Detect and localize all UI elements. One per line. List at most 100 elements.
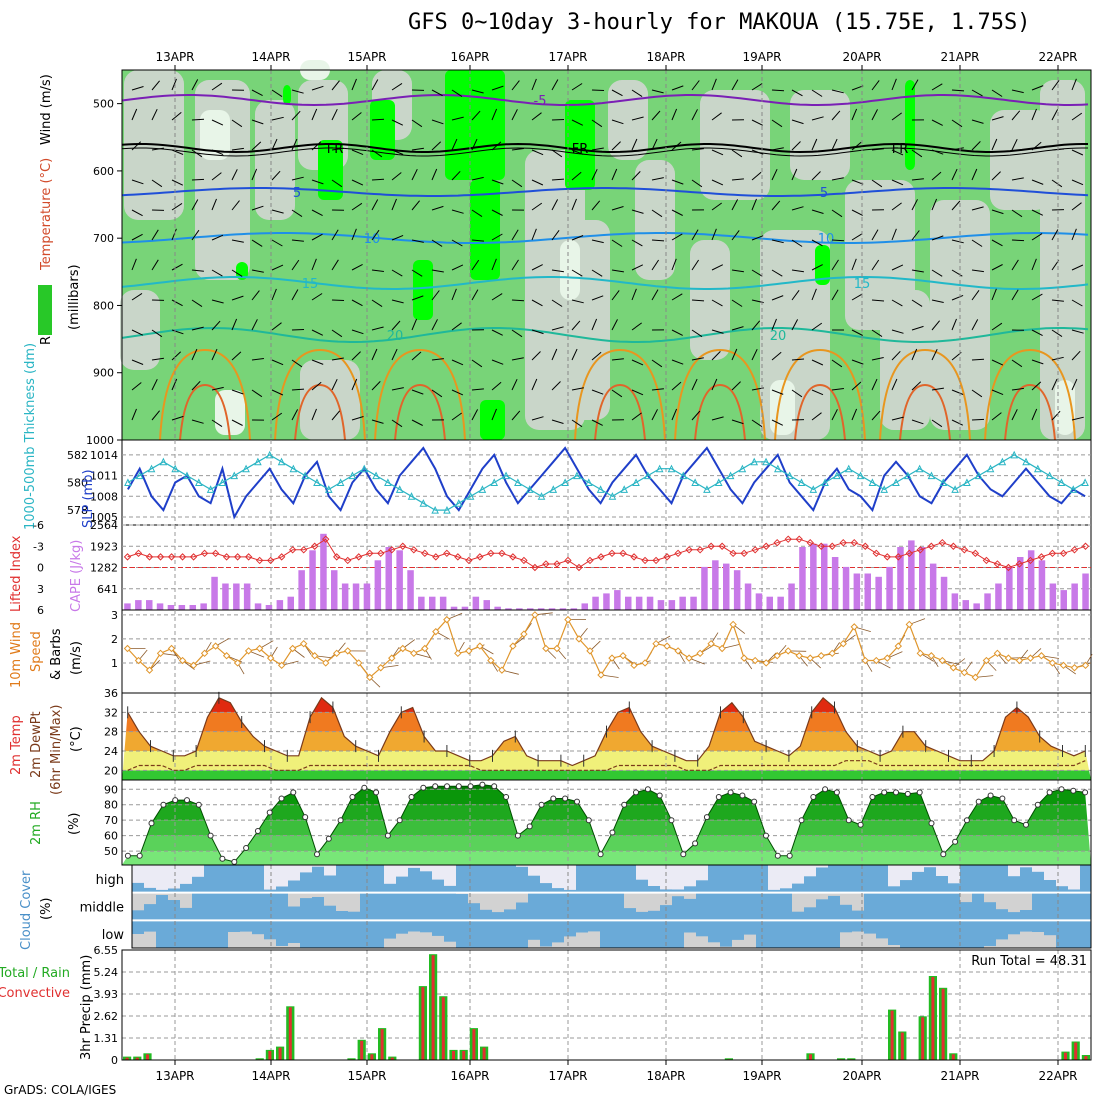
wind-barb <box>1071 264 1084 271</box>
wind-barb <box>851 108 858 121</box>
wind-barb <box>291 259 300 271</box>
date-label-bottom: 22APR <box>1038 1069 1077 1083</box>
thickness-point <box>135 471 144 480</box>
li-point <box>377 549 385 558</box>
wind-barb <box>1051 179 1063 188</box>
wind-barb <box>351 202 363 211</box>
date-label-bottom: 21APR <box>940 1069 979 1083</box>
wind-barb <box>991 171 1001 181</box>
wind-barb <box>891 264 904 271</box>
wind-barb <box>211 320 221 331</box>
li-tick-label: -6 <box>33 519 44 532</box>
cloud-gap-high <box>1044 865 1056 880</box>
wind-barb <box>911 299 923 307</box>
wind-barb <box>971 418 985 421</box>
wind-barb <box>831 259 839 271</box>
wind-speed-point <box>971 673 980 682</box>
wind-barb <box>551 326 564 331</box>
rh-point <box>1070 787 1077 794</box>
wind-barb <box>531 202 543 211</box>
rh-point <box>243 845 250 851</box>
wind-barb <box>691 329 703 338</box>
thickness-point <box>714 478 723 486</box>
li-point <box>255 556 264 565</box>
wind-barb <box>431 290 440 301</box>
wind-barb <box>491 258 497 271</box>
wind-barb <box>231 351 242 361</box>
wind-barb <box>931 269 943 277</box>
li-point <box>597 553 605 561</box>
wind-speed-point <box>817 652 825 660</box>
wind-barb <box>391 119 404 126</box>
wind-barb <box>231 269 243 277</box>
cloud-gap-high <box>132 865 144 883</box>
li-point <box>167 553 176 561</box>
wind-speed-point <box>751 656 759 665</box>
wind-barb <box>531 112 542 121</box>
wind-barb <box>831 177 844 181</box>
li-point <box>156 553 165 561</box>
rh-dry-patch <box>635 160 675 280</box>
wind-barb <box>1031 359 1044 365</box>
precip-convective-bar <box>1074 1042 1078 1060</box>
wind-barb <box>231 169 238 181</box>
rh-point <box>763 832 769 839</box>
wind-barb <box>291 138 298 151</box>
li-point <box>134 549 143 558</box>
wind-barb <box>451 89 463 98</box>
warm-contour <box>794 383 846 441</box>
date-label-top: 18APR <box>646 50 685 64</box>
wind-barb <box>651 359 663 368</box>
li-point <box>795 535 803 543</box>
li-point <box>740 549 748 558</box>
wind-speed-point <box>1048 659 1057 667</box>
cape-bar <box>548 608 556 610</box>
cloud-gap-high <box>432 865 444 880</box>
cape-bar <box>276 600 284 610</box>
wind-barb <box>211 269 223 277</box>
rh-moist-patch <box>318 140 343 200</box>
wind-barb <box>211 198 217 211</box>
li-point <box>211 549 220 558</box>
wind-barb <box>971 319 979 331</box>
cape-bar <box>167 605 175 610</box>
wind-barb <box>571 320 581 331</box>
wind-barb <box>231 295 244 301</box>
cape-bar <box>146 600 153 610</box>
li-point <box>388 546 396 554</box>
li-line <box>127 538 1086 569</box>
thickness-point <box>324 485 333 493</box>
wind-barb <box>411 318 418 331</box>
thickness-point <box>951 485 959 493</box>
thickness-tick-label: 582 <box>67 449 88 462</box>
cloud-gap-low <box>696 936 708 948</box>
cloud-gap-middle <box>492 892 504 913</box>
cape-bar <box>1038 560 1046 610</box>
thickness-point <box>159 457 168 466</box>
wind-barb <box>531 329 544 335</box>
li-point <box>266 556 275 565</box>
wind-barb <box>291 89 304 94</box>
wind-barb <box>851 258 857 271</box>
precip-panel: 0 1.31 2.62 3.93 5.24 6.55 Run Total = 48.31 3h… <box>0 944 1092 1067</box>
li-point <box>487 549 495 558</box>
precip-tick-label: 1.31 <box>94 1032 119 1045</box>
wind-barb <box>591 119 603 128</box>
cloud-gap-high <box>516 865 528 867</box>
wind-barb <box>291 409 299 421</box>
precip-convective-bar <box>360 1040 364 1060</box>
cloud-gap-middle <box>504 892 516 910</box>
wind-speed-point <box>608 654 616 662</box>
cloud-gap-middle <box>672 892 684 897</box>
wind-barb <box>551 79 559 91</box>
cloud-gap-low <box>744 934 756 948</box>
wind-barb <box>531 149 544 156</box>
thickness-point <box>431 505 439 514</box>
wind-barb <box>831 89 844 94</box>
date-label-top: 17APR <box>548 50 587 64</box>
cloud-gap-low <box>408 931 420 948</box>
li-point <box>233 553 242 561</box>
wind-barb <box>311 179 324 185</box>
li-point <box>1070 546 1079 554</box>
wind-barb <box>371 326 384 331</box>
